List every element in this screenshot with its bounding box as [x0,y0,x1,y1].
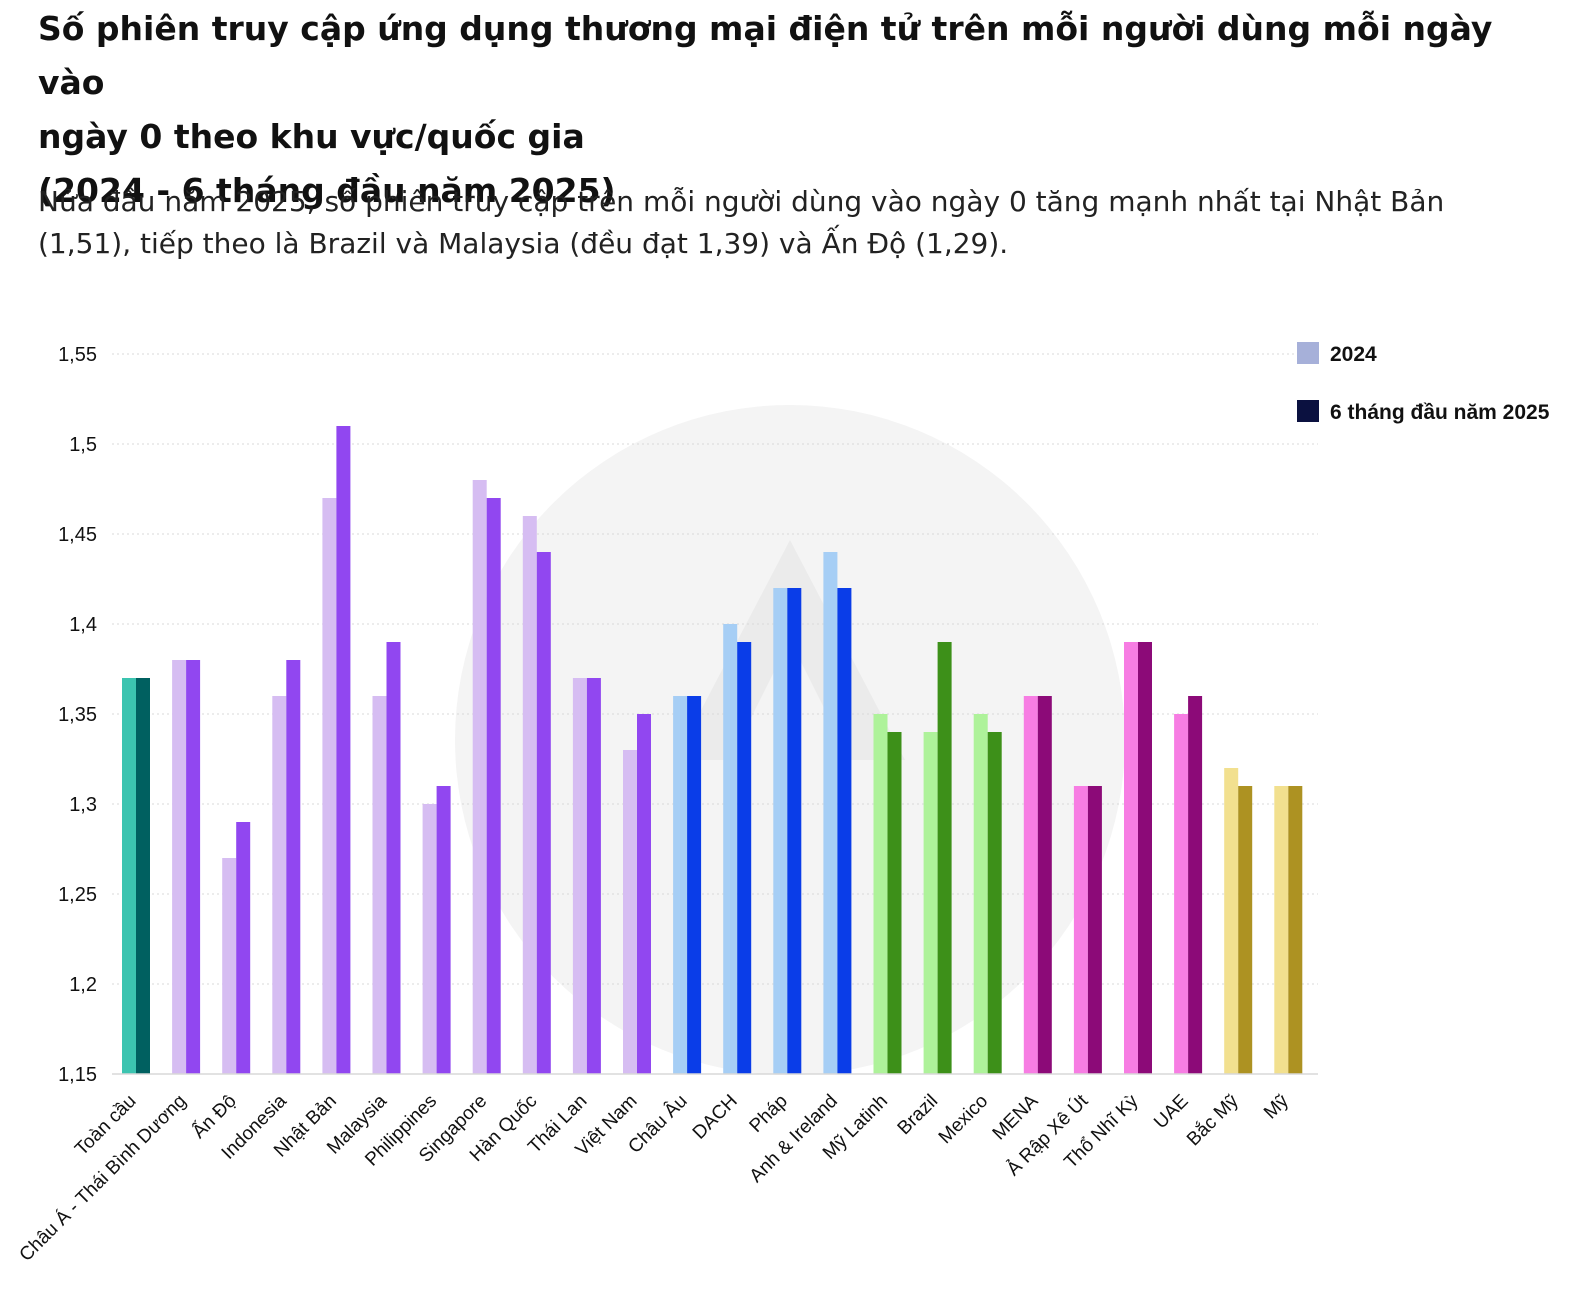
x-category-label: Pháp [746,1091,792,1137]
bar-2025h1 [286,660,301,1074]
bar-2025h1 [486,498,501,1074]
bar-2024 [623,750,637,1074]
x-category-label: UAE [1150,1091,1192,1133]
bar-2024 [472,480,487,1074]
subtitle-line-1: Nửa đầu năm 2025, số phiên truy cập trên… [38,185,1445,218]
title-line-2: ngày 0 theo khu vực/quốc gia [38,117,585,156]
bar-2025h1 [186,660,201,1074]
bar-2025h1 [1138,642,1152,1074]
bar-2024 [1023,696,1038,1074]
bar-2025h1 [637,714,651,1074]
bar-2024 [422,804,437,1074]
bar-2024 [572,678,587,1074]
y-tick-label: 1,25 [58,884,97,906]
bar-2025h1 [136,678,150,1074]
bar-2025h1 [837,588,852,1074]
x-category-label: Mỹ [1260,1090,1293,1123]
bar-2024 [272,696,287,1074]
bar-2025h1 [586,678,601,1074]
bar-2025h1 [1087,786,1102,1074]
bar-2024 [1224,768,1239,1074]
bar-2024 [1073,786,1088,1074]
title-line-1: Số phiên truy cập ứng dụng thương mại đi… [38,9,1493,102]
x-category-label: DACH [689,1091,742,1144]
grid-lines [112,353,1318,985]
bar-2024 [1174,714,1189,1074]
bar-2024 [673,696,688,1074]
bar-2024 [122,678,136,1074]
bar-2025h1 [1037,696,1052,1074]
bar-2024 [773,588,788,1074]
bar-2025h1 [386,642,401,1074]
bar-2024 [172,660,187,1074]
bar-2025h1 [937,642,952,1074]
x-category-label: Mexico [935,1091,992,1148]
legend-label-2025h1: 6 tháng đầu năm 2025 [1330,401,1550,424]
bar-2024 [823,552,838,1074]
bar-2025h1 [236,822,251,1074]
bar-2024 [372,696,387,1074]
y-axis: 1,15 1,2 1,25 1,3 1,35 1,4 1,45 1,5 1,55 [58,344,97,1086]
chart-title: Số phiên truy cập ứng dụng thương mại đi… [38,2,1538,218]
bars [122,426,1303,1074]
x-category-label: Anh & Ireland [746,1091,842,1187]
y-tick-label: 1,2 [69,974,97,996]
bar-2025h1 [687,696,702,1074]
bar-2024 [322,498,337,1074]
bar-2025h1 [536,552,551,1074]
bar-2024 [522,516,537,1074]
title-line-3: (2024 - 6 tháng đầu năm 2025) [38,171,616,210]
bar-2025h1 [1188,696,1203,1074]
y-tick-label: 1,3 [69,794,97,816]
bar-2024 [973,714,988,1074]
bar-2025h1 [787,588,802,1074]
legend-swatch-2025h1 [1297,400,1319,422]
bar-2025h1 [436,786,451,1074]
bar-2025h1 [887,732,902,1074]
bar-2025h1 [1238,786,1253,1074]
y-tick-label: 1,4 [69,614,97,636]
y-tick-label: 1,45 [58,524,97,546]
bar-2024 [873,714,888,1074]
bar-2024 [1124,642,1138,1074]
bar-2024 [222,858,237,1074]
bar-2024 [1274,786,1289,1074]
bar-2024 [723,624,738,1074]
y-tick-label: 1,15 [58,1064,97,1086]
bar-2025h1 [1288,786,1303,1074]
bar-2024 [923,732,938,1074]
bar-2025h1 [336,426,351,1074]
subtitle-line-2: (1,51), tiếp theo là Brazil và Malaysia … [38,227,1009,260]
legend-swatch-2024 [1297,342,1319,364]
y-tick-label: 1,35 [58,704,97,726]
x-category-label: Bắc Mỹ [1182,1090,1243,1151]
y-tick-label: 1,55 [58,344,97,366]
chart-subtitle: Nửa đầu năm 2025, số phiên truy cập trên… [38,181,1538,265]
bar-2025h1 [987,732,1002,1074]
bar-2025h1 [737,642,752,1074]
legend-label-2024: 2024 [1330,343,1377,366]
y-tick-label: 1,5 [69,434,97,456]
legend: 2024 6 tháng đầu năm 2025 [1297,342,1550,424]
